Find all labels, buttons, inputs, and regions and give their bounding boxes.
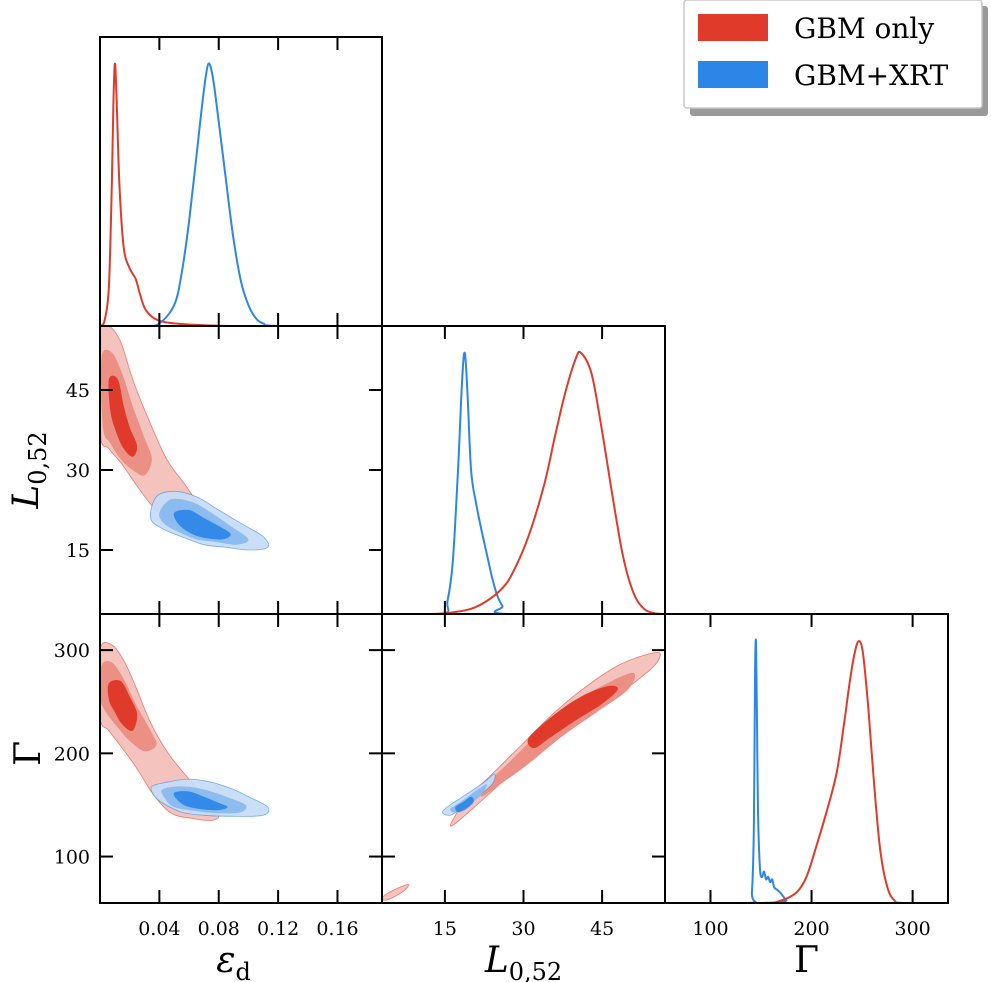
- marginal-G: [665, 638, 948, 903]
- y-tick-label-G: 100: [54, 847, 90, 869]
- x-tick-label-eps: 0.08: [198, 918, 240, 940]
- x-tick-label-eps: 0.12: [257, 918, 299, 940]
- y-axis-label-G-symbol: Γ: [8, 741, 49, 766]
- x-tick-label-eps: 0.04: [138, 918, 180, 940]
- y-axis-label-L-subscript: 0,52: [24, 431, 52, 484]
- x-axis-label-eps: εd: [216, 940, 251, 982]
- legend-swatch-1: [698, 61, 768, 88]
- x-axis-label-L: L0,52: [484, 940, 562, 982]
- marginal-line-eps-gbmonly: [100, 62, 382, 326]
- y-tick-label-L: 45: [66, 380, 90, 402]
- x-tick-label-L: 30: [511, 918, 535, 940]
- marginal-line-eps-gbmxrt: [100, 62, 382, 326]
- legend: GBM only GBM+XRT: [683, 0, 988, 116]
- contour-eps_L-gbmxrt-inner: [173, 509, 231, 540]
- marginal-eps: [100, 62, 382, 326]
- contour-eps_G-gbmonly-outer: [100, 641, 220, 821]
- x-tick-label-G: 300: [894, 918, 930, 940]
- x-axis-label-G: Γ: [794, 940, 819, 981]
- contours-L_G: [382, 652, 661, 901]
- x-tick-label-G: 200: [793, 918, 829, 940]
- y-axis-label-L-symbol: L: [6, 485, 47, 510]
- contours-eps_L: [100, 326, 270, 551]
- panel-frame-1-1: [381, 325, 666, 615]
- contour-eps_G-gbmonly-inner: [107, 679, 138, 731]
- panel-frame-2-2: [664, 613, 949, 904]
- x-tick-label-L: 45: [590, 918, 614, 940]
- x-axis-label-L-symbol: L: [484, 940, 509, 981]
- marginal-line-L-gbmonly: [382, 350, 665, 614]
- marginal-line-G-gbmonly: [665, 640, 948, 903]
- x-axis-label-L-subscript: 0,52: [509, 958, 562, 982]
- contours-eps_G: [100, 641, 270, 821]
- y-tick-label-G: 200: [54, 743, 90, 765]
- legend-label-0: GBM only: [794, 12, 934, 45]
- marginal-L: [382, 350, 665, 614]
- x-tick-label-L: 15: [433, 918, 457, 940]
- contour-L_G-gbmonly-inner: [527, 685, 618, 749]
- marginal-line-L-gbmxrt: [382, 351, 665, 614]
- contour-L_G-gbmxrt-outer: [441, 773, 496, 816]
- y-tick-label-G: 300: [54, 640, 90, 662]
- marginal-line-G-gbmxrt: [665, 638, 948, 903]
- contour-eps_L-gbmonly-inner: [108, 375, 138, 457]
- x-axis-label-G-symbol: Γ: [794, 940, 819, 981]
- contour-L_G-tail: [382, 884, 410, 901]
- x-axis-label-eps-symbol: ε: [216, 940, 235, 981]
- contour-eps_G-gbmxrt-inner: [173, 791, 228, 811]
- y-axis-label-G: Γ: [8, 741, 49, 766]
- y-tick-label-L: 30: [66, 460, 90, 482]
- x-tick-label-eps: 0.16: [316, 918, 358, 940]
- contour-L_G-gbmxrt-inner: [455, 796, 474, 813]
- legend-swatch-0: [698, 14, 768, 41]
- legend-label-1: GBM+XRT: [794, 59, 949, 92]
- y-tick-label-L: 15: [66, 540, 90, 562]
- x-axis-label-eps-subscript: d: [236, 958, 251, 982]
- x-tick-label-G: 100: [692, 918, 728, 940]
- y-axis-label-L: L0,52: [6, 431, 52, 509]
